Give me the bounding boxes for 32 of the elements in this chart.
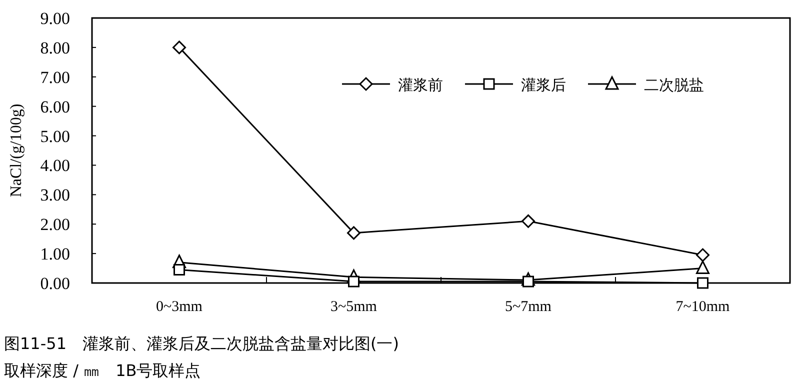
ytick: 2.00 xyxy=(40,215,70,234)
xtick: 3~5mm xyxy=(330,299,377,315)
ylabel: NaCl/(g/100g) xyxy=(8,104,25,198)
legend-item: 二次脱盐 xyxy=(588,75,704,94)
ytick: 9.00 xyxy=(40,9,70,28)
point xyxy=(172,40,186,54)
point xyxy=(522,214,535,228)
point xyxy=(696,260,710,274)
ytick: 6.00 xyxy=(40,97,70,116)
legend-item: 灌浆后 xyxy=(465,76,566,94)
ytick: 0.00 xyxy=(40,274,70,293)
point xyxy=(348,276,360,288)
point xyxy=(522,276,534,288)
point xyxy=(697,277,708,289)
xtick: 0~3mm xyxy=(156,299,202,315)
point xyxy=(347,226,360,240)
ytick: 8.00 xyxy=(40,38,70,58)
legend-item: 灌浆前 xyxy=(342,76,443,94)
ytick: 3.00 xyxy=(40,186,70,205)
title: 图11-51 灌浆前、灌浆后及二次脱盐含盐量对比图(一) xyxy=(4,334,399,353)
annotation: 取样深度 / ㎜ 1B号取样点 xyxy=(4,361,201,380)
legend-label: 二次脱盐 xyxy=(644,76,704,94)
ytick: 1.00 xyxy=(40,244,70,264)
legend-label: 灌浆后 xyxy=(521,76,566,94)
ytick: 4.00 xyxy=(40,156,70,176)
point xyxy=(174,264,185,276)
ytick: 7.00 xyxy=(40,68,70,87)
ytick: 5.00 xyxy=(40,126,70,146)
point xyxy=(696,248,710,262)
legend-label: 灌浆前 xyxy=(398,76,443,94)
xtick: 5~7mm xyxy=(505,299,552,315)
xtick: 7~10mm xyxy=(676,299,730,315)
